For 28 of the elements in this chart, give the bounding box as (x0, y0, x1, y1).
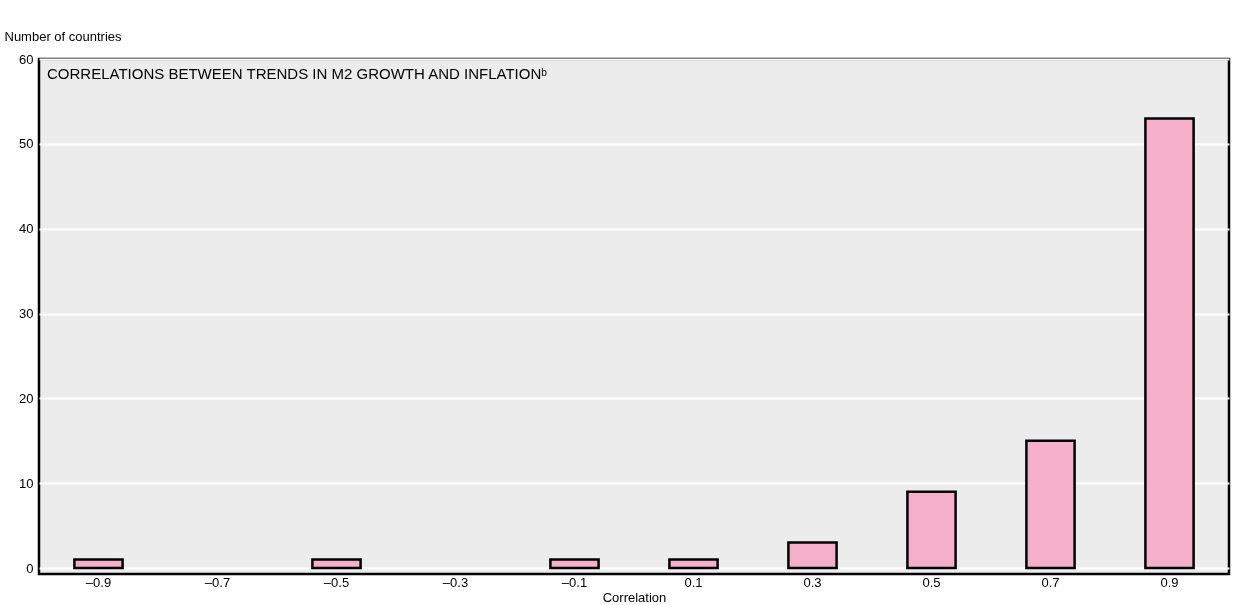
bar (311, 558, 362, 570)
bar (73, 558, 124, 570)
bar (1144, 117, 1195, 570)
bar (906, 490, 957, 570)
x-tick-label: –0.1 (561, 574, 588, 590)
y-tick-label: 10 (19, 475, 34, 491)
x-tick-label: –0.7 (204, 574, 231, 590)
y-tick-label: 30 (19, 306, 34, 322)
x-tick-label: 0.3 (803, 574, 822, 590)
x-tick-label: 0.9 (1160, 574, 1179, 590)
y-tick-label: 40 (19, 221, 34, 237)
y-axis-title: Number of countries (4, 28, 123, 44)
x-tick-label: 0.7 (1041, 574, 1060, 590)
x-tick-label: –0.3 (442, 574, 469, 590)
bar (1025, 439, 1076, 570)
x-tick-label: –0.5 (323, 574, 350, 590)
x-tick-label: 0.1 (684, 574, 703, 590)
bar (549, 558, 600, 570)
y-tick-label: 60 (19, 51, 34, 67)
x-tick-label: 0.5 (922, 574, 941, 590)
y-tick-label: 50 (19, 136, 34, 152)
bar (787, 541, 838, 570)
y-tick-label: 20 (19, 390, 34, 406)
y-tick-label: 0 (26, 560, 34, 576)
bar (668, 558, 719, 570)
x-axis-title: Correlation (602, 589, 667, 605)
x-tick-label: –0.9 (85, 574, 112, 590)
chart-title: CORRELATIONS BETWEEN TRENDS IN M2 GROWTH AND INFLATIONᵇ (47, 65, 548, 82)
